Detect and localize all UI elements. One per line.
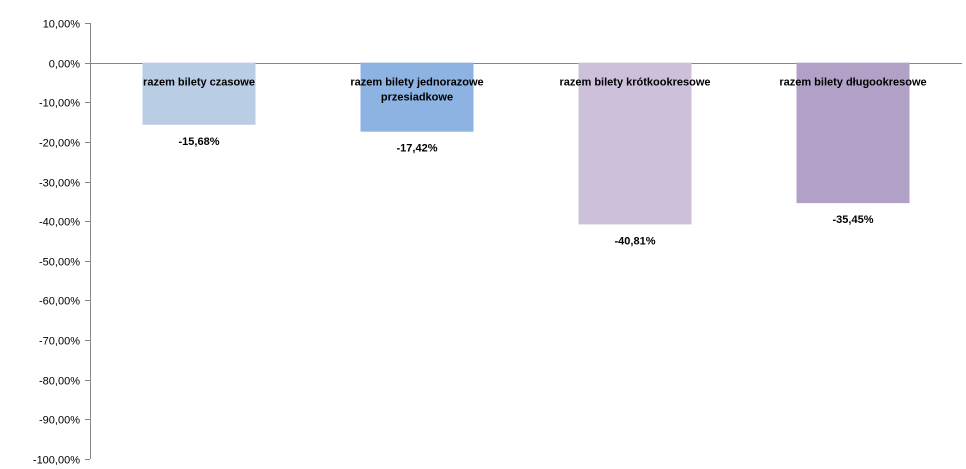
y-tick-label: -10,00%: [39, 98, 80, 110]
bar: [578, 62, 692, 225]
y-tick-label: -80,00%: [39, 376, 80, 388]
bars: [142, 62, 910, 225]
axes: 10,00% 0,00% -10,00% -20,00% -30,00% -40,00% -…: [33, 19, 962, 467]
y-tick-label: -50,00%: [39, 257, 80, 269]
y-tick-label: -70,00%: [39, 336, 80, 348]
category-label: razem bilety czasowe: [143, 77, 255, 89]
data-label: -17,42%: [397, 143, 438, 155]
data-label: -40,81%: [615, 235, 656, 247]
y-tick-label: 10,00%: [43, 19, 81, 31]
labels: razem bilety czasowe -15,68% razem bilety …: [143, 77, 927, 248]
y-tick-label: -40,00%: [39, 217, 80, 229]
y-tick-label: -20,00%: [39, 138, 80, 150]
category-label: razem bilety krótkookresowe: [559, 77, 710, 89]
y-tick-label: -30,00%: [39, 178, 80, 190]
category-label: razem bilety jednorazowe: [350, 77, 483, 89]
y-tick-label: -90,00%: [39, 415, 80, 427]
bar: [142, 62, 256, 125]
bar: [796, 62, 910, 204]
category-label: przesiadkowe: [381, 92, 453, 104]
data-label: -15,68%: [179, 136, 220, 148]
category-label: razem bilety długookresowe: [779, 77, 926, 89]
y-tick-label: 0,00%: [49, 59, 80, 71]
y-tick-label: -60,00%: [39, 296, 80, 308]
data-label: -35,45%: [833, 214, 874, 226]
bar: [360, 62, 474, 132]
y-tick-label: -100,00%: [33, 455, 80, 467]
